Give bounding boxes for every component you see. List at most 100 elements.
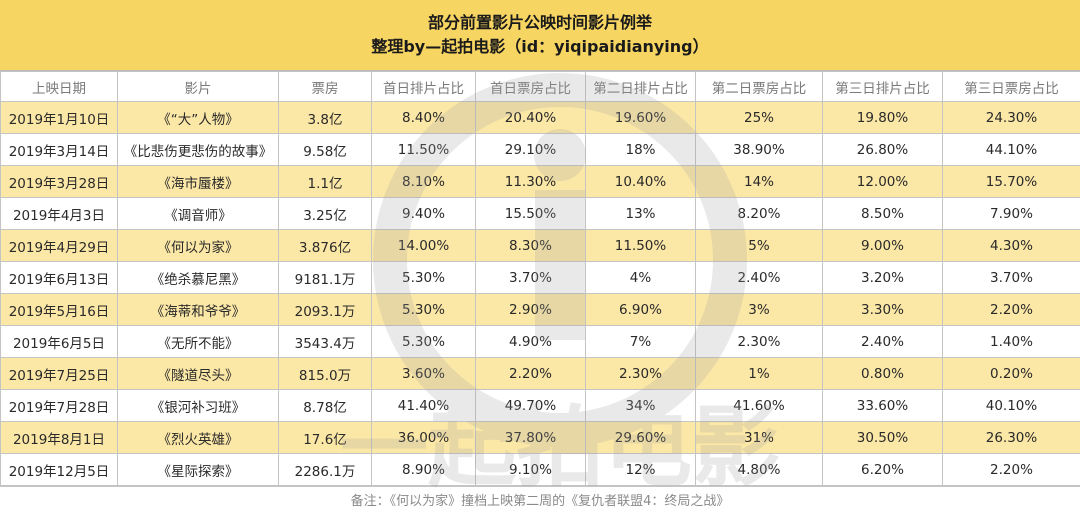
- release-date-cell: 2019年6月13日: [1, 262, 118, 294]
- release-date-cell: 2019年5月16日: [1, 294, 118, 326]
- boxoffice-cell: 9181.1万: [279, 262, 372, 294]
- film-title-cell: 《“大”人物》: [118, 102, 279, 134]
- boxoffice-cell: 8.78亿: [279, 390, 372, 422]
- page-title: 部分前置影片公映时间影片例举: [428, 11, 652, 35]
- day3-screen-share-cell: 30.50%: [823, 422, 943, 454]
- day3-screen-share-cell: 2.40%: [823, 326, 943, 358]
- day1-box-share-cell: 3.70%: [476, 262, 586, 294]
- day2-box-share-cell: 14%: [696, 166, 823, 198]
- release-table: 上映日期 影片 票房 首日排片占比 首日票房占比 第二日排片占比 第二日票房占比…: [0, 71, 1080, 486]
- day1-box-share-cell: 9.10%: [476, 454, 586, 486]
- film-title-cell: 《银河补习班》: [118, 390, 279, 422]
- day1-box-share-cell: 2.20%: [476, 358, 586, 390]
- col-header-boxoffice: 票房: [279, 72, 372, 102]
- day2-box-share-cell: 3%: [696, 294, 823, 326]
- day1-box-share-cell: 8.30%: [476, 230, 586, 262]
- release-date-cell: 2019年7月25日: [1, 358, 118, 390]
- film-title-cell: 《海市蜃楼》: [118, 166, 279, 198]
- boxoffice-cell: 815.0万: [279, 358, 372, 390]
- day3-box-share-cell: 44.10%: [943, 134, 1080, 166]
- day2-box-share-cell: 2.40%: [696, 262, 823, 294]
- film-title-cell: 《调音师》: [118, 198, 279, 230]
- day2-screen-share-cell: 29.60%: [586, 422, 696, 454]
- day1-screen-share-cell: 3.60%: [372, 358, 476, 390]
- film-title-cell: 《比悲伤更悲伤的故事》: [118, 134, 279, 166]
- day2-box-share-cell: 31%: [696, 422, 823, 454]
- film-title-cell: 《无所不能》: [118, 326, 279, 358]
- film-title-cell: 《隧道尽头》: [118, 358, 279, 390]
- day2-screen-share-cell: 6.90%: [586, 294, 696, 326]
- col-header-film: 影片: [118, 72, 279, 102]
- day1-box-share-cell: 37.80%: [476, 422, 586, 454]
- day1-screen-share-cell: 9.40%: [372, 198, 476, 230]
- boxoffice-cell: 3.25亿: [279, 198, 372, 230]
- footnote: 备注：《何以为家》撞档上映第二周的《复仇者联盟4：终局之战》: [0, 486, 1080, 516]
- day2-box-share-cell: 5%: [696, 230, 823, 262]
- film-title-cell: 《烈火英雄》: [118, 422, 279, 454]
- col-header-day3-screen: 第三日排片占比: [823, 72, 943, 102]
- day2-screen-share-cell: 10.40%: [586, 166, 696, 198]
- release-date-cell: 2019年3月28日: [1, 166, 118, 198]
- day3-screen-share-cell: 26.80%: [823, 134, 943, 166]
- day3-screen-share-cell: 12.00%: [823, 166, 943, 198]
- day2-screen-share-cell: 34%: [586, 390, 696, 422]
- day1-screen-share-cell: 8.10%: [372, 166, 476, 198]
- day1-box-share-cell: 49.70%: [476, 390, 586, 422]
- day1-screen-share-cell: 11.50%: [372, 134, 476, 166]
- day2-screen-share-cell: 18%: [586, 134, 696, 166]
- col-header-day2-box: 第二日票房占比: [696, 72, 823, 102]
- day2-screen-share-cell: 13%: [586, 198, 696, 230]
- day2-box-share-cell: 2.30%: [696, 326, 823, 358]
- release-date-cell: 2019年1月10日: [1, 102, 118, 134]
- boxoffice-cell: 3543.4万: [279, 326, 372, 358]
- day3-screen-share-cell: 9.00%: [823, 230, 943, 262]
- day3-screen-share-cell: 33.60%: [823, 390, 943, 422]
- day1-screen-share-cell: 14.00%: [372, 230, 476, 262]
- day3-screen-share-cell: 3.20%: [823, 262, 943, 294]
- film-title-cell: 《何以为家》: [118, 230, 279, 262]
- boxoffice-cell: 2093.1万: [279, 294, 372, 326]
- day3-box-share-cell: 24.30%: [943, 102, 1080, 134]
- day3-box-share-cell: 1.40%: [943, 326, 1080, 358]
- day2-screen-share-cell: 19.60%: [586, 102, 696, 134]
- day1-box-share-cell: 2.90%: [476, 294, 586, 326]
- day2-screen-share-cell: 7%: [586, 326, 696, 358]
- day2-box-share-cell: 25%: [696, 102, 823, 134]
- release-date-cell: 2019年6月5日: [1, 326, 118, 358]
- day1-box-share-cell: 11.30%: [476, 166, 586, 198]
- day2-box-share-cell: 8.20%: [696, 198, 823, 230]
- day1-screen-share-cell: 36.00%: [372, 422, 476, 454]
- day2-box-share-cell: 41.60%: [696, 390, 823, 422]
- release-date-cell: 2019年8月1日: [1, 422, 118, 454]
- day1-box-share-cell: 20.40%: [476, 102, 586, 134]
- col-header-day3-box: 第三日票房占比: [943, 72, 1080, 102]
- day1-screen-share-cell: 5.30%: [372, 262, 476, 294]
- col-header-day1-box: 首日票房占比: [476, 72, 586, 102]
- day3-box-share-cell: 3.70%: [943, 262, 1080, 294]
- col-header-day2-screen: 第二日排片占比: [586, 72, 696, 102]
- day3-box-share-cell: 4.30%: [943, 230, 1080, 262]
- day3-screen-share-cell: 6.20%: [823, 454, 943, 486]
- day2-screen-share-cell: 4%: [586, 262, 696, 294]
- boxoffice-cell: 17.6亿: [279, 422, 372, 454]
- table-title-banner: 部分前置影片公映时间影片例举 整理by—起拍电影（id：yiqipaidiany…: [0, 0, 1080, 71]
- day2-box-share-cell: 4.80%: [696, 454, 823, 486]
- boxoffice-cell: 3.876亿: [279, 230, 372, 262]
- page-subtitle: 整理by—起拍电影（id：yiqipaidianying）: [371, 35, 708, 59]
- boxoffice-cell: 2286.1万: [279, 454, 372, 486]
- day3-screen-share-cell: 3.30%: [823, 294, 943, 326]
- boxoffice-cell: 1.1亿: [279, 166, 372, 198]
- day2-box-share-cell: 1%: [696, 358, 823, 390]
- day1-screen-share-cell: 8.90%: [372, 454, 476, 486]
- day1-screen-share-cell: 5.30%: [372, 294, 476, 326]
